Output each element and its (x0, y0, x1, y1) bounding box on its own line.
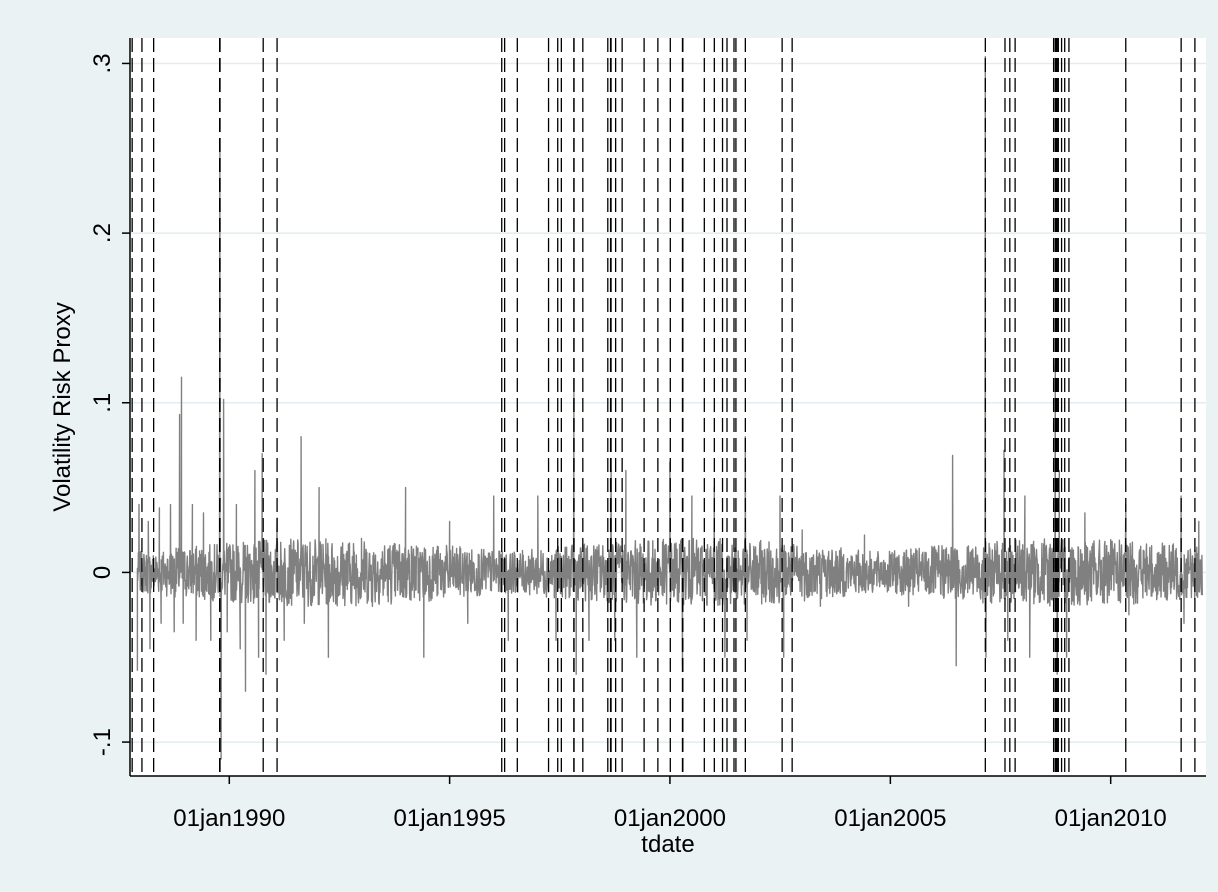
y-tick-label: .3 (89, 53, 116, 73)
event-lines (131, 38, 1196, 776)
x-tick-label: 01jan2000 (614, 805, 726, 832)
y-tick-label: 0 (89, 566, 116, 579)
x-tick-label: 01jan2010 (1055, 805, 1167, 832)
series-layer (136, 56, 1203, 760)
x-axis-title: tdate (641, 831, 694, 858)
x-tick-label: 01jan1995 (394, 805, 506, 832)
ticks: -.1 0 .1 .2 .3 01jan1990 01jan1995 01jan2000 01j… (89, 53, 1167, 832)
x-tick-label: 01jan1990 (173, 805, 285, 832)
series-line (136, 56, 1203, 760)
axes (129, 38, 1206, 777)
y-tick-label: .2 (89, 223, 116, 243)
y-tick-label: .1 (89, 393, 116, 413)
x-tick-label: 01jan2005 (834, 805, 946, 832)
y-axis-title: Volatility Risk Proxy (49, 302, 76, 511)
plot-area (130, 38, 1206, 776)
y-tick-label: -.1 (89, 728, 116, 756)
